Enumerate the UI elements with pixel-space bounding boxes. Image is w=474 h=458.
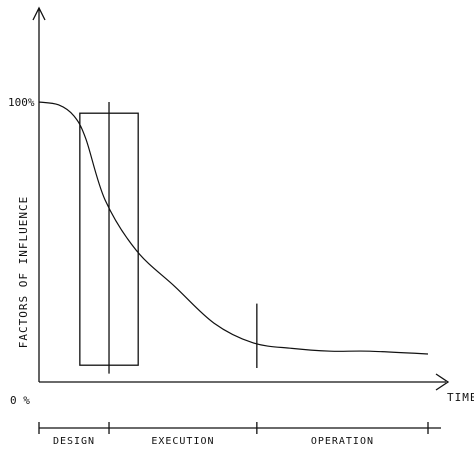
y-axis-arrowhead [32, 6, 46, 21]
y-tick-label-bottom: 0 % [10, 394, 30, 407]
phase-label-operation: OPERATION [311, 436, 374, 447]
axes-group [32, 6, 450, 391]
x-axis-title: TIME [447, 391, 474, 404]
phase-label-design: DESIGN [53, 436, 95, 447]
x-axis-arrowhead [435, 373, 450, 391]
phase-timeline: DESIGN EXECUTION OPERATION [38, 422, 441, 447]
y-axis-title: FACTORS OF INFLUENCE [17, 196, 30, 348]
phase-label-execution: EXECUTION [151, 436, 214, 447]
influence-curve [38, 101, 429, 355]
marker-lines-group [108, 102, 258, 374]
y-tick-label-top: 100% [8, 96, 35, 109]
